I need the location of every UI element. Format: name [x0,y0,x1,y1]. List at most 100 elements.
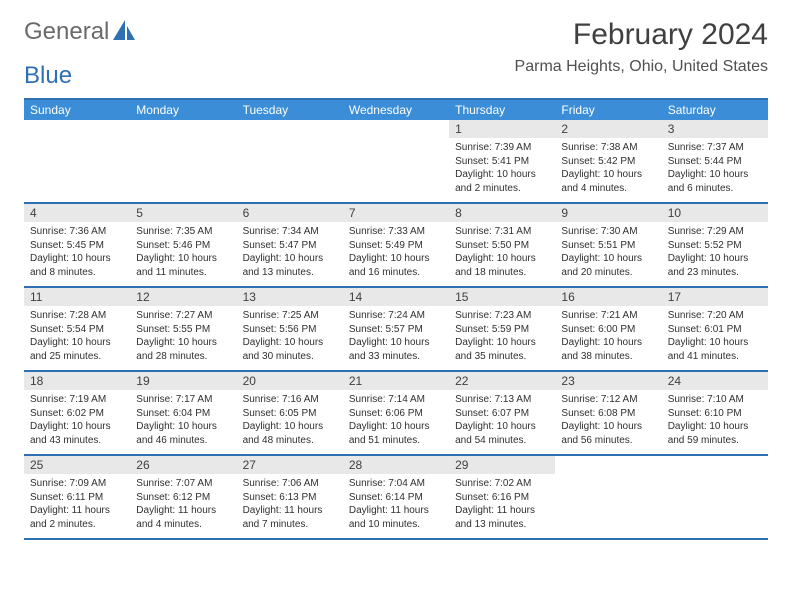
sunrise-text: Sunrise: 7:37 AM [668,141,762,155]
sunrise-text: Sunrise: 7:33 AM [349,225,443,239]
day-body: Sunrise: 7:06 AMSunset: 6:13 PMDaylight:… [237,474,343,535]
day-cell: 14Sunrise: 7:24 AMSunset: 5:57 PMDayligh… [343,288,449,370]
day-number: 4 [24,204,130,222]
daylight-text: and 18 minutes. [455,266,549,280]
sunset-text: Sunset: 6:00 PM [561,323,655,337]
week-row: 25Sunrise: 7:09 AMSunset: 6:11 PMDayligh… [24,456,768,540]
sunset-text: Sunset: 6:16 PM [455,491,549,505]
daylight-text: and 59 minutes. [668,434,762,448]
sunset-text: Sunset: 6:11 PM [30,491,124,505]
sunset-text: Sunset: 5:44 PM [668,155,762,169]
day-number: 17 [662,288,768,306]
daylight-text: Daylight: 10 hours [349,420,443,434]
day-body: Sunrise: 7:20 AMSunset: 6:01 PMDaylight:… [662,306,768,367]
daylight-text: and 2 minutes. [455,182,549,196]
sunset-text: Sunset: 5:47 PM [243,239,337,253]
daylight-text: and 10 minutes. [349,518,443,532]
daylight-text: Daylight: 10 hours [349,252,443,266]
daylight-text: Daylight: 10 hours [136,336,230,350]
weeks-container: 1Sunrise: 7:39 AMSunset: 5:41 PMDaylight… [24,120,768,540]
day-cell [555,456,661,538]
calendar-grid: SundayMondayTuesdayWednesdayThursdayFrid… [24,98,768,540]
sunrise-text: Sunrise: 7:16 AM [243,393,337,407]
day-number: 21 [343,372,449,390]
day-body: Sunrise: 7:13 AMSunset: 6:07 PMDaylight:… [449,390,555,451]
sunset-text: Sunset: 5:50 PM [455,239,549,253]
day-number: 11 [24,288,130,306]
daylight-text: and 54 minutes. [455,434,549,448]
day-number: 13 [237,288,343,306]
daylight-text: and 28 minutes. [136,350,230,364]
day-number: 19 [130,372,236,390]
day-cell [662,456,768,538]
day-number: 10 [662,204,768,222]
sunset-text: Sunset: 6:02 PM [30,407,124,421]
sunrise-text: Sunrise: 7:20 AM [668,309,762,323]
sunrise-text: Sunrise: 7:27 AM [136,309,230,323]
daylight-text: Daylight: 10 hours [668,420,762,434]
sunset-text: Sunset: 5:49 PM [349,239,443,253]
day-body: Sunrise: 7:17 AMSunset: 6:04 PMDaylight:… [130,390,236,451]
sunrise-text: Sunrise: 7:21 AM [561,309,655,323]
sunset-text: Sunset: 5:46 PM [136,239,230,253]
day-cell: 3Sunrise: 7:37 AMSunset: 5:44 PMDaylight… [662,120,768,202]
weekday-header: Friday [555,100,661,120]
sunrise-text: Sunrise: 7:25 AM [243,309,337,323]
daylight-text: and 25 minutes. [30,350,124,364]
day-cell [343,120,449,202]
weekday-header: Sunday [24,100,130,120]
day-body: Sunrise: 7:34 AMSunset: 5:47 PMDaylight:… [237,222,343,283]
logo-text-general: General [24,18,109,46]
day-number: 24 [662,372,768,390]
sunrise-text: Sunrise: 7:12 AM [561,393,655,407]
day-number: 22 [449,372,555,390]
daylight-text: and 51 minutes. [349,434,443,448]
day-cell: 25Sunrise: 7:09 AMSunset: 6:11 PMDayligh… [24,456,130,538]
sunset-text: Sunset: 6:01 PM [668,323,762,337]
day-cell: 16Sunrise: 7:21 AMSunset: 6:00 PMDayligh… [555,288,661,370]
daylight-text: Daylight: 10 hours [136,420,230,434]
day-body: Sunrise: 7:07 AMSunset: 6:12 PMDaylight:… [130,474,236,535]
sunset-text: Sunset: 5:45 PM [30,239,124,253]
daylight-text: Daylight: 10 hours [30,420,124,434]
day-cell: 4Sunrise: 7:36 AMSunset: 5:45 PMDaylight… [24,204,130,286]
day-number: 28 [343,456,449,474]
sunrise-text: Sunrise: 7:04 AM [349,477,443,491]
day-body: Sunrise: 7:24 AMSunset: 5:57 PMDaylight:… [343,306,449,367]
daylight-text: Daylight: 10 hours [668,336,762,350]
sunrise-text: Sunrise: 7:36 AM [30,225,124,239]
daylight-text: Daylight: 10 hours [455,252,549,266]
day-cell: 12Sunrise: 7:27 AMSunset: 5:55 PMDayligh… [130,288,236,370]
logo: General [24,18,137,46]
sunset-text: Sunset: 6:04 PM [136,407,230,421]
daylight-text: Daylight: 11 hours [243,504,337,518]
sunrise-text: Sunrise: 7:23 AM [455,309,549,323]
weekday-header-row: SundayMondayTuesdayWednesdayThursdayFrid… [24,100,768,120]
daylight-text: and 7 minutes. [243,518,337,532]
day-body: Sunrise: 7:28 AMSunset: 5:54 PMDaylight:… [24,306,130,367]
sunset-text: Sunset: 5:51 PM [561,239,655,253]
month-title: February 2024 [515,18,768,52]
day-cell: 5Sunrise: 7:35 AMSunset: 5:46 PMDaylight… [130,204,236,286]
daylight-text: and 11 minutes. [136,266,230,280]
day-cell: 10Sunrise: 7:29 AMSunset: 5:52 PMDayligh… [662,204,768,286]
logo-text-blue: Blue [24,62,72,90]
day-cell: 8Sunrise: 7:31 AMSunset: 5:50 PMDaylight… [449,204,555,286]
daylight-text: Daylight: 10 hours [668,252,762,266]
day-cell: 11Sunrise: 7:28 AMSunset: 5:54 PMDayligh… [24,288,130,370]
daylight-text: and 16 minutes. [349,266,443,280]
sunrise-text: Sunrise: 7:30 AM [561,225,655,239]
daylight-text: and 56 minutes. [561,434,655,448]
title-block: February 2024 Parma Heights, Ohio, Unite… [515,18,768,76]
daylight-text: Daylight: 10 hours [136,252,230,266]
sunset-text: Sunset: 5:57 PM [349,323,443,337]
daylight-text: and 13 minutes. [243,266,337,280]
day-body: Sunrise: 7:10 AMSunset: 6:10 PMDaylight:… [662,390,768,451]
sunrise-text: Sunrise: 7:34 AM [243,225,337,239]
day-number: 26 [130,456,236,474]
sunrise-text: Sunrise: 7:14 AM [349,393,443,407]
daylight-text: and 43 minutes. [30,434,124,448]
sunrise-text: Sunrise: 7:31 AM [455,225,549,239]
daylight-text: and 48 minutes. [243,434,337,448]
day-body: Sunrise: 7:36 AMSunset: 5:45 PMDaylight:… [24,222,130,283]
